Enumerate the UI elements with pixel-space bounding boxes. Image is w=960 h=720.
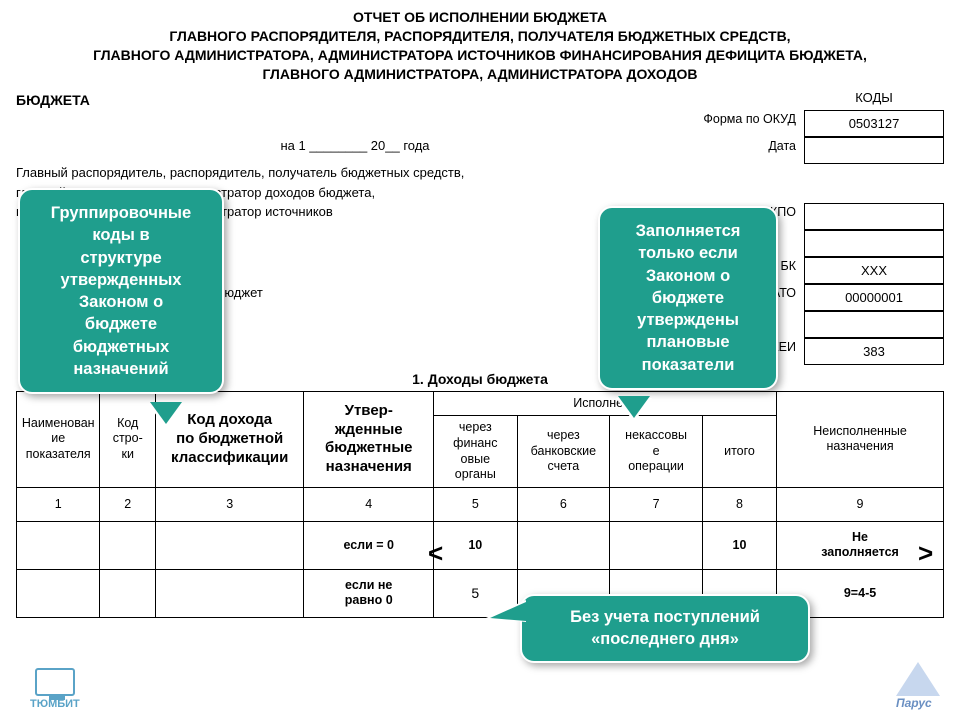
sail-icon xyxy=(896,662,940,696)
callout-fill-only-if: Заполняетсятолько еслиЗаконом обюджетеут… xyxy=(598,206,778,390)
table-number-row: 1 2 3 4 5 6 7 8 9 xyxy=(17,487,944,521)
code-empty xyxy=(805,311,944,337)
callout-no-last-day: Без учета поступлений«последнего дня» xyxy=(520,594,810,663)
title-line: ГЛАВНОГО РАСПОРЯДИТЕЛЯ, РАСПОРЯДИТЕЛЯ, П… xyxy=(16,27,944,46)
code-glava: ХХХ xyxy=(805,257,944,283)
th-total: итого xyxy=(702,416,776,488)
th-executed-group: Исполнено xyxy=(434,391,777,416)
callout-text: Без учета поступлений«последнего дня» xyxy=(570,608,760,648)
logo-parus: Парус xyxy=(896,662,940,710)
callout-text: Заполняетсятолько еслиЗаконом обюджетеут… xyxy=(636,222,741,374)
th-noncash: некассовыеоперации xyxy=(610,416,703,488)
th-fin-organs: черезфинансовыеорганы xyxy=(434,416,517,488)
code-okato: 00000001 xyxy=(805,284,944,310)
date-line: на 1 ________ 20__ года xyxy=(16,137,694,156)
code-okud: 0503127 xyxy=(805,110,944,136)
title-line: ОТЧЕТ ОБ ИСПОЛНЕНИИ БЮДЖЕТА xyxy=(16,8,944,27)
th-approved: Утвер-жденныебюджетныеназначения xyxy=(304,391,434,487)
logo-tyumbit: ТЮМБИТ xyxy=(30,668,80,710)
th-unexecuted: Неисполненныеназначения xyxy=(777,391,944,487)
title-line: ГЛАВНОГО АДМИНИСТРАТОРА, АДМИНИСТРАТОРА … xyxy=(16,46,944,65)
code-empty xyxy=(805,230,944,256)
budget-word: БЮДЖЕТА xyxy=(16,90,804,110)
logo-text: Парус xyxy=(896,696,940,710)
th-bank-accounts: черезбанковскиесчета xyxy=(517,416,610,488)
report-title: ОТЧЕТ ОБ ИСПОЛНЕНИИ БЮДЖЕТА ГЛАВНОГО РАС… xyxy=(16,8,944,84)
code-date xyxy=(805,137,944,163)
desc-line: Главный распорядитель, распорядитель, по… xyxy=(16,164,804,183)
code-okei: 383 xyxy=(805,338,944,364)
date-label: Дата xyxy=(694,137,804,155)
th-name: Наименованиепоказателя xyxy=(17,391,100,487)
code-okpo xyxy=(805,203,944,229)
monitor-icon xyxy=(35,668,75,696)
table-row: если = 0 10 10 Незаполняется xyxy=(17,521,944,569)
arrow-left-icon: < xyxy=(428,538,443,569)
codes-table: 0503127 xyxy=(804,110,944,137)
callout-text: Группировочныекоды вструктуреутвержденны… xyxy=(51,204,191,378)
title-line: ГЛАВНОГО АДМИНИСТРАТОРА, АДМИНИСТРАТОРА … xyxy=(16,65,944,84)
callout-grouping-codes: Группировочныекоды вструктуреутвержденны… xyxy=(18,188,224,394)
arrow-right-icon: > xyxy=(918,538,933,569)
form-okud-label: Форма по ОКУД xyxy=(604,110,804,128)
codes-header: КОДЫ xyxy=(804,90,944,105)
